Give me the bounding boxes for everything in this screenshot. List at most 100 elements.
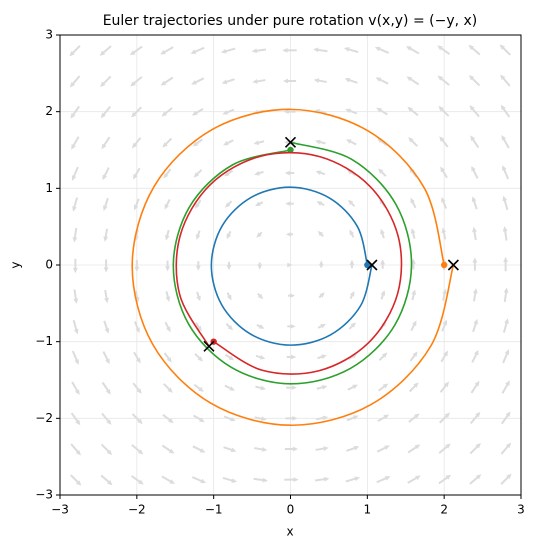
field-arrow-head xyxy=(73,328,79,335)
x-tick-label: −1 xyxy=(205,503,223,517)
field-arrow-head xyxy=(164,203,170,210)
field-arrow-head xyxy=(407,106,413,112)
field-arrow-head xyxy=(195,234,201,240)
field-arrow-head xyxy=(226,233,232,240)
field-arrow-head xyxy=(196,295,201,302)
field-arrow-head xyxy=(437,75,444,81)
field-arrow-head xyxy=(472,288,478,294)
field-arrow-head xyxy=(129,50,136,56)
field-arrow-head xyxy=(105,388,111,395)
field-arrow-head xyxy=(231,478,238,483)
field-arrow-head xyxy=(200,478,207,484)
end-marker xyxy=(366,259,378,271)
field-arrow-head xyxy=(444,412,450,418)
field-arrow-head xyxy=(314,139,321,145)
y-tick-label: 1 xyxy=(45,181,53,195)
field-arrow-head xyxy=(75,480,82,486)
field-arrow-head xyxy=(284,170,290,176)
field-arrow-head xyxy=(100,81,106,88)
field-arrow-head xyxy=(257,293,264,300)
field-arrow-head xyxy=(505,442,512,449)
field-arrow-head xyxy=(75,419,81,426)
field-arrow-head xyxy=(193,172,200,178)
x-axis-label: x xyxy=(286,525,293,539)
field-arrow-head xyxy=(256,232,262,238)
field-arrow-head xyxy=(69,81,76,88)
field-arrow-head xyxy=(349,259,355,266)
field-arrow-head xyxy=(445,474,452,480)
field-arrow-head xyxy=(74,359,79,365)
field-arrow-head xyxy=(257,264,263,270)
field-arrow-head xyxy=(439,136,445,142)
x-tick-label: 1 xyxy=(364,503,372,517)
start-marker xyxy=(440,261,448,269)
field-arrow-head xyxy=(72,237,78,243)
field-arrow-head xyxy=(502,226,508,232)
field-arrow-head xyxy=(438,105,444,112)
field-arrow-head xyxy=(406,76,413,82)
field-arrow-head xyxy=(291,385,297,391)
field-arrow-head xyxy=(350,322,356,328)
trajectory xyxy=(210,186,373,346)
field-arrow-head xyxy=(502,195,508,202)
field-arrow-head xyxy=(130,81,136,87)
field-arrow-head xyxy=(166,326,171,333)
field-arrow-head xyxy=(503,256,509,262)
field-arrow-head xyxy=(472,226,477,233)
field-arrow-head xyxy=(199,417,205,423)
field-arrow-head xyxy=(198,386,204,392)
field-arrow-head xyxy=(323,446,329,451)
field-arrow-head xyxy=(284,139,290,145)
field-arrow-head xyxy=(73,298,79,304)
field-arrow-head xyxy=(199,448,206,453)
field-arrow-head xyxy=(293,477,299,483)
field-arrow-head xyxy=(138,479,144,485)
field-arrow-head xyxy=(349,229,355,236)
field-arrow-head xyxy=(319,292,325,298)
field-arrow-head xyxy=(414,444,421,450)
field-arrow-head xyxy=(282,78,289,84)
field-arrow-head xyxy=(313,47,319,53)
field-arrow-head xyxy=(440,166,446,173)
end-marker xyxy=(284,136,297,148)
field-arrow-head xyxy=(135,327,140,334)
y-tick-label: −1 xyxy=(35,334,53,348)
field-arrow-head xyxy=(352,384,358,390)
field-arrow-head xyxy=(134,266,140,273)
field-arrow-head xyxy=(443,350,449,357)
field-arrow-head xyxy=(383,414,390,420)
field-arrow-head xyxy=(322,415,329,421)
field-arrow-head xyxy=(74,389,80,396)
field-arrow-head xyxy=(291,354,297,360)
field-arrow-head xyxy=(71,144,76,150)
field-arrow-head xyxy=(317,230,324,237)
field-arrow-head xyxy=(160,49,166,55)
field-arrow-head xyxy=(411,320,417,327)
field-arrow-head xyxy=(72,268,78,274)
field-arrow-head xyxy=(349,290,355,297)
field-arrow-head xyxy=(105,358,110,365)
field-arrow-head xyxy=(165,266,170,272)
field-arrow-head xyxy=(378,168,384,174)
field-arrow-head xyxy=(504,349,510,355)
field-arrow-head xyxy=(136,388,142,394)
field-arrow-head xyxy=(474,349,479,356)
field-arrow-head xyxy=(502,165,507,171)
field-arrow-head xyxy=(260,385,267,391)
field-arrow-head xyxy=(313,78,320,83)
field-arrow-head xyxy=(410,197,415,204)
field-arrow-head xyxy=(500,74,506,81)
field-arrow-head xyxy=(471,196,477,202)
field-arrow-head xyxy=(380,259,386,265)
field-arrow-head xyxy=(161,111,168,117)
field-arrow-head xyxy=(473,318,478,325)
field-arrow-head xyxy=(505,380,510,386)
field-arrow-head xyxy=(192,141,199,147)
field-arrow-head xyxy=(227,324,234,331)
field-arrow-head xyxy=(169,479,175,484)
field-arrow-head xyxy=(135,357,141,364)
field-arrow-head xyxy=(410,228,416,234)
field-arrow-head xyxy=(321,354,327,360)
field-arrow-head xyxy=(101,143,107,150)
trajectory xyxy=(172,141,413,385)
